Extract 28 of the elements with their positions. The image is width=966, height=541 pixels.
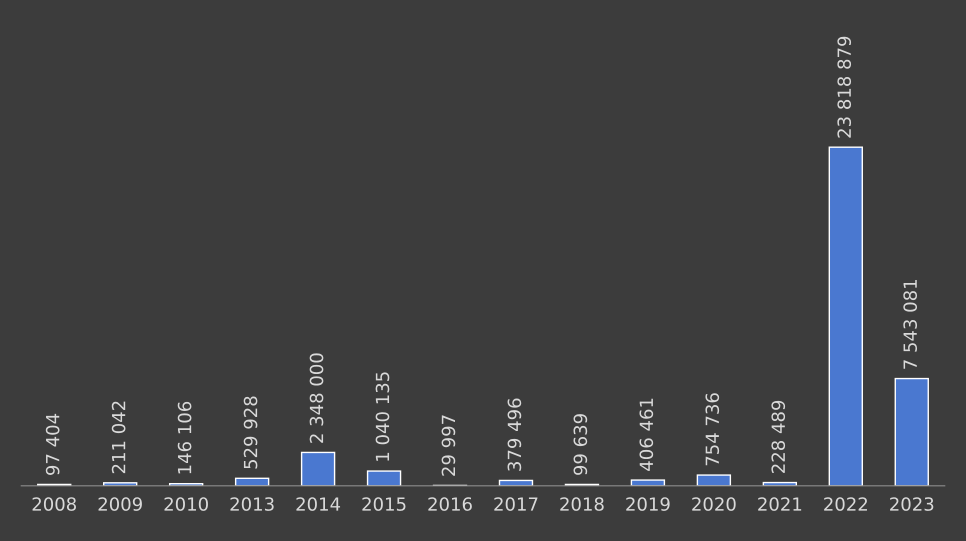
- x-tick-label: 2008: [32, 497, 76, 511]
- x-tick-label: 2014: [296, 497, 340, 511]
- x-tick-label: 2022: [824, 497, 867, 511]
- x-tick-label: 2018: [560, 497, 604, 511]
- x-tick-label: 2015: [362, 497, 406, 511]
- data-label: 29 997: [442, 415, 456, 476]
- data-label: 97 404: [46, 414, 60, 475]
- data-label: 2 348 000: [310, 353, 324, 443]
- data-label: 7 543 081: [903, 280, 918, 369]
- x-tick-label: 2010: [164, 497, 208, 511]
- data-label: 228 489: [771, 400, 786, 473]
- data-label: 529 928: [244, 396, 258, 469]
- x-tick-label: 2016: [428, 497, 472, 511]
- data-label: 99 639: [574, 414, 588, 475]
- data-label: 754 736: [705, 393, 720, 466]
- data-label: 406 461: [639, 398, 654, 471]
- x-tick-label: 2017: [494, 497, 538, 511]
- x-tick-label: 2013: [230, 497, 274, 511]
- data-label: 211 042: [112, 402, 126, 474]
- x-tick-label: 2020: [692, 497, 736, 511]
- x-tick-label: 2023: [890, 497, 934, 511]
- data-label: 23 818 879: [837, 36, 852, 138]
- x-tick-label: 2019: [626, 497, 670, 511]
- data-label: 379 496: [508, 398, 522, 471]
- data-label: 1 040 135: [376, 372, 390, 461]
- x-tick-label: 2021: [758, 497, 802, 511]
- data-label: 146 106: [178, 402, 192, 474]
- x-tick-label: 2009: [98, 497, 142, 511]
